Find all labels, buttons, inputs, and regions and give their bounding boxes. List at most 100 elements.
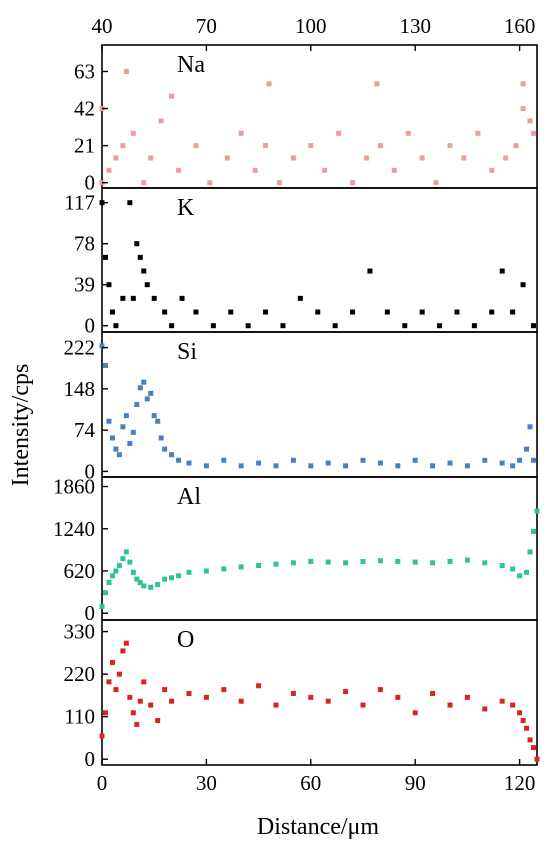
data-point: [517, 573, 523, 579]
data-point: [534, 756, 540, 762]
x-tick-label: 60: [300, 771, 321, 795]
y-tick-label: 330: [64, 620, 96, 644]
data-point: [461, 155, 467, 161]
x-tick-label: 120: [504, 771, 536, 795]
data-point: [148, 584, 154, 590]
data-point: [116, 452, 122, 458]
data-point: [263, 309, 269, 315]
data-point: [120, 295, 126, 301]
data-point: [221, 457, 227, 463]
data-point: [524, 725, 530, 731]
data-point: [343, 560, 349, 566]
data-point: [405, 130, 411, 136]
data-point: [155, 582, 161, 588]
panel-frame: [101, 476, 538, 621]
data-point: [169, 698, 175, 704]
data-points-na: [99, 68, 537, 186]
data-point: [224, 155, 230, 161]
data-point: [377, 460, 383, 466]
data-point: [238, 698, 244, 704]
y-tick-label: 620: [64, 559, 96, 583]
data-points-o: [99, 640, 540, 762]
data-point: [308, 463, 314, 469]
data-point: [134, 241, 140, 247]
data-point: [158, 118, 164, 124]
data-point: [520, 81, 526, 87]
data-point: [134, 721, 140, 727]
data-point: [447, 460, 453, 466]
data-point: [151, 413, 157, 419]
data-point: [120, 143, 126, 149]
data-point: [113, 568, 119, 574]
data-point: [336, 130, 342, 136]
panel-o: 0 110 220 330 O: [64, 619, 540, 771]
data-point: [210, 323, 216, 329]
panel-label: Al: [177, 484, 201, 510]
data-point: [137, 254, 143, 260]
top-tick-label: 100: [295, 14, 327, 38]
data-point: [391, 167, 397, 173]
data-point: [419, 155, 425, 161]
data-point: [360, 558, 366, 564]
data-point: [360, 457, 366, 463]
data-point: [290, 457, 296, 463]
data-point: [155, 718, 161, 724]
data-point: [99, 603, 105, 609]
data-points-si: [99, 343, 537, 469]
data-point: [471, 323, 477, 329]
data-point: [130, 710, 136, 716]
data-point: [113, 323, 119, 329]
data-point: [531, 323, 537, 329]
data-point: [120, 424, 126, 430]
data-point: [531, 130, 537, 136]
data-point: [527, 118, 533, 124]
data-point: [534, 508, 540, 514]
top-tick-label: 40: [92, 14, 113, 38]
data-point: [256, 563, 262, 569]
y-tick-label: 222: [64, 336, 96, 360]
data-point: [503, 155, 509, 161]
data-point: [162, 446, 168, 452]
data-point: [99, 343, 105, 349]
data-point: [141, 180, 147, 186]
data-point: [130, 429, 136, 435]
y-tick-label: 42: [74, 97, 95, 121]
data-point: [489, 167, 495, 173]
panel-na: 0 21 42 63 Na: [74, 44, 538, 195]
data-points-al: [99, 508, 540, 609]
data-point: [134, 402, 140, 407]
bottom-x-axis: 0 30 60 90 120: [97, 759, 536, 795]
data-point: [252, 167, 258, 173]
y-tick-label: 0: [85, 459, 96, 483]
data-point: [308, 694, 314, 700]
data-point: [297, 295, 303, 301]
stacked-panels: 0 21 42 63 Na 0 39 78 117 K 0 74 148 222 Si 0 620 1240 186…: [53, 44, 540, 771]
data-point: [130, 295, 136, 301]
data-point: [176, 573, 182, 579]
data-point: [419, 309, 425, 315]
data-point: [102, 254, 108, 260]
data-point: [176, 167, 182, 173]
data-point: [102, 710, 108, 716]
y-tick-label: 1240: [53, 517, 95, 541]
data-point: [308, 143, 314, 149]
data-point: [315, 309, 321, 315]
y-tick-label: 148: [64, 377, 96, 401]
data-point: [513, 143, 519, 149]
data-point: [193, 309, 199, 315]
data-point: [113, 155, 119, 161]
data-point: [130, 569, 136, 575]
data-point: [176, 457, 182, 463]
data-point: [123, 413, 129, 419]
data-point: [482, 457, 488, 463]
data-point: [137, 385, 143, 391]
y-tick-label: 220: [64, 662, 96, 686]
data-point: [510, 702, 516, 708]
data-point: [482, 706, 488, 712]
panel-frame: [101, 44, 538, 189]
y-tick-label: 21: [74, 134, 95, 158]
data-point: [221, 566, 227, 572]
data-point: [137, 580, 143, 586]
data-point: [350, 180, 356, 186]
data-point: [148, 155, 154, 161]
